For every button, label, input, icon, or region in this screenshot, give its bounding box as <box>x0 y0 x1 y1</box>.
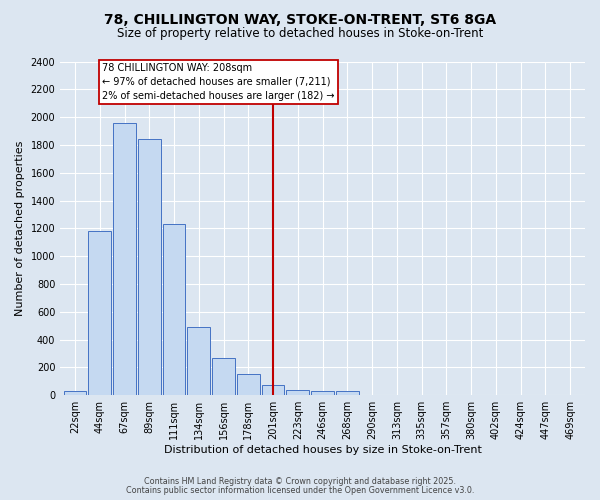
Bar <box>336 391 359 395</box>
Bar <box>262 385 284 395</box>
Text: Contains HM Land Registry data © Crown copyright and database right 2025.: Contains HM Land Registry data © Crown c… <box>144 478 456 486</box>
Bar <box>311 391 334 395</box>
Bar <box>113 122 136 395</box>
Bar <box>237 374 260 395</box>
Text: 78, CHILLINGTON WAY, STOKE-ON-TRENT, ST6 8GA: 78, CHILLINGTON WAY, STOKE-ON-TRENT, ST6… <box>104 12 496 26</box>
Text: 78 CHILLINGTON WAY: 208sqm
← 97% of detached houses are smaller (7,211)
2% of se: 78 CHILLINGTON WAY: 208sqm ← 97% of deta… <box>102 63 335 101</box>
Y-axis label: Number of detached properties: Number of detached properties <box>15 140 25 316</box>
Bar <box>163 224 185 395</box>
Bar <box>187 327 210 395</box>
X-axis label: Distribution of detached houses by size in Stoke-on-Trent: Distribution of detached houses by size … <box>164 445 482 455</box>
Bar <box>88 231 111 395</box>
Bar <box>559 394 581 395</box>
Bar <box>212 358 235 395</box>
Bar <box>138 140 161 395</box>
Bar <box>286 390 309 395</box>
Bar <box>64 391 86 395</box>
Text: Contains public sector information licensed under the Open Government Licence v3: Contains public sector information licen… <box>126 486 474 495</box>
Text: Size of property relative to detached houses in Stoke-on-Trent: Size of property relative to detached ho… <box>117 28 483 40</box>
